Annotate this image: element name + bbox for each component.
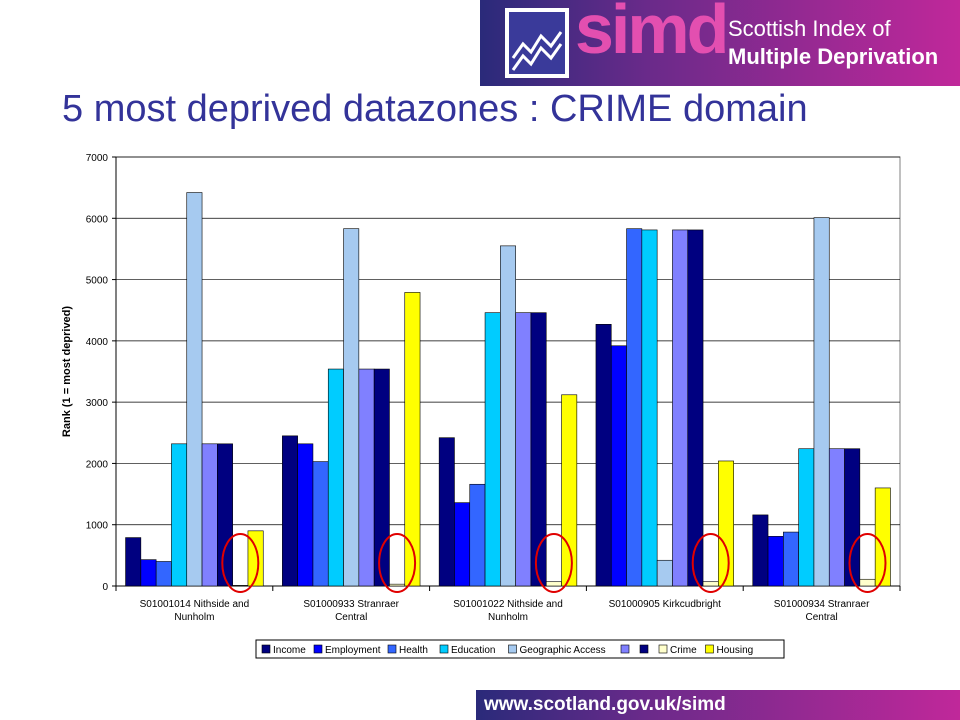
legend-swatch: [639, 644, 649, 654]
bar: [752, 514, 769, 587]
crime-highlight-circle: [691, 533, 730, 593]
legend-swatch: [620, 644, 630, 654]
bar: [247, 530, 264, 587]
bar: [783, 531, 799, 587]
bar: [718, 460, 734, 587]
footer-banner: [476, 690, 960, 720]
crime-highlight-circle: [848, 533, 887, 593]
logo-wordmark: simd: [575, 0, 729, 68]
legend-swatch: [508, 644, 517, 654]
bar: [404, 292, 421, 587]
legend-swatch: [439, 644, 449, 654]
x-tick-label: Nunholm: [488, 612, 528, 623]
bar: [217, 443, 233, 587]
x-tick-label: Central: [805, 612, 837, 623]
bar: [282, 435, 298, 587]
bar: [595, 324, 612, 587]
bar: [545, 581, 562, 587]
bar: [438, 437, 455, 587]
crime-highlight-circle: [221, 533, 260, 593]
bar: [389, 583, 406, 587]
y-tick-label: 6000: [86, 214, 109, 225]
x-tick-label: S01001014 Nithside and: [140, 599, 250, 610]
simd-logo-icon: [505, 8, 569, 78]
y-tick-label: 5000: [86, 276, 109, 287]
bar: [232, 585, 249, 587]
footer-url: www.scotland.gov.uk/simd: [484, 694, 726, 715]
bar: [140, 559, 157, 587]
bar: [186, 192, 203, 587]
bar: [358, 368, 375, 587]
bar: [687, 229, 704, 587]
logo-subtitle-line2: Multiple Deprivation: [728, 44, 939, 69]
slide-title: 5 most deprived datazones : CRIME domain: [62, 88, 808, 130]
y-tick-label: 3000: [86, 398, 109, 409]
bar: [327, 368, 344, 587]
legend-label: Employment: [325, 645, 381, 656]
bar: [859, 578, 876, 587]
legend: [255, 639, 785, 659]
bar: [373, 368, 390, 587]
legend-swatch: [313, 644, 323, 654]
y-tick-label: 4000: [86, 337, 109, 348]
legend-label: Education: [451, 645, 495, 656]
legend-label: Income: [273, 645, 306, 656]
legend-label: Housing: [717, 645, 754, 656]
y-tick-label: 0: [102, 582, 108, 593]
bar: [484, 312, 501, 587]
crime-highlight-circle: [534, 533, 573, 593]
x-tick-label: S01000934 Stranraer: [774, 599, 870, 610]
bar: [530, 312, 547, 587]
bar: [672, 229, 689, 587]
x-tick-label: S01000905 Kirkcudbright: [609, 599, 722, 610]
bar: [702, 581, 719, 587]
y-tick-label: 7000: [86, 153, 109, 164]
legend-label: Crime: [670, 645, 697, 656]
bar: [561, 394, 578, 587]
bar: [610, 345, 627, 587]
bar: [297, 443, 314, 587]
bar: [828, 448, 845, 587]
bar: [469, 483, 486, 587]
x-tick-label: S01001022 Nithside and: [453, 599, 563, 610]
bar: [874, 487, 891, 587]
bar: [201, 443, 218, 587]
x-tick-label: Nunholm: [174, 612, 214, 623]
x-tick-label: Central: [335, 612, 367, 623]
bar: [155, 561, 172, 587]
bar: [626, 228, 643, 587]
y-axis-label: Rank (1 = most deprived): [61, 306, 73, 437]
y-tick-label: 2000: [86, 459, 109, 470]
crime-highlight-circle: [378, 533, 417, 593]
bar: [171, 443, 188, 587]
x-tick-label: S01000933 Stranraer: [303, 599, 399, 610]
logo-subtitle-line1: Scottish Index of: [728, 16, 891, 41]
bar: [641, 229, 658, 587]
bar: [767, 536, 784, 587]
bar: [844, 448, 861, 587]
bar: [656, 559, 673, 587]
legend-swatch: [387, 644, 397, 654]
bar: [454, 502, 471, 587]
bar: [515, 312, 532, 587]
legend-label: Health: [399, 645, 428, 656]
legend-label: Geographic Access: [520, 645, 606, 656]
bar: [813, 217, 830, 587]
legend-swatch: [261, 644, 271, 654]
bar: [312, 461, 329, 587]
y-tick-label: 1000: [86, 521, 109, 532]
bar: [343, 228, 360, 587]
bar: [500, 245, 516, 587]
bar: [125, 537, 142, 587]
legend-swatch: [658, 644, 668, 654]
bar: [798, 448, 815, 587]
legend-swatch: [705, 644, 714, 654]
